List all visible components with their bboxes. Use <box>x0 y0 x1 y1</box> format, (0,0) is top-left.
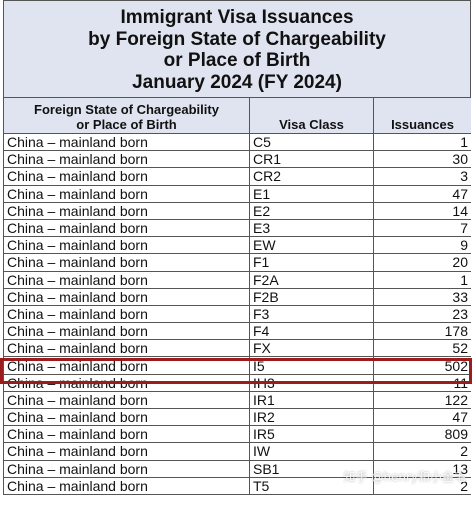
cell-issuances: 502 <box>373 356 471 375</box>
cell-visa-class: F2A <box>249 270 374 289</box>
cell-issuances: 33 <box>373 287 471 306</box>
cell-state: China – mainland born <box>3 218 250 238</box>
cell-visa-class: CR1 <box>249 150 374 169</box>
cell-visa-class: FX <box>249 339 374 358</box>
cell-issuances: 2 <box>373 476 471 495</box>
cell-issuances: 20 <box>373 253 471 272</box>
cell-issuances: 2 <box>373 442 471 461</box>
cell-state: China – mainland born <box>3 167 250 186</box>
cell-state: China – mainland born <box>3 304 250 324</box>
cell-issuances: 30 <box>373 150 471 169</box>
header-visa-class: Visa Class <box>249 97 374 134</box>
cell-state: China – mainland born <box>3 322 250 341</box>
cell-visa-class: C5 <box>249 132 374 152</box>
title-line-2: by Foreign State of Chargeability <box>88 28 386 50</box>
cell-issuances: 52 <box>373 339 471 358</box>
cell-visa-class: IW <box>249 442 374 461</box>
table-row: China – mainland born E2 14 <box>3 201 471 220</box>
cell-state: China – mainland born <box>3 407 250 427</box>
cell-visa-class: T5 <box>249 476 374 495</box>
header-state-line-1: Foreign State of Chargeability <box>34 102 219 117</box>
table-row: China – mainland born CR1 30 <box>3 150 471 169</box>
cell-visa-class: E2 <box>249 201 374 220</box>
cell-state: China – mainland born <box>3 373 250 392</box>
cell-issuances: 1 <box>373 270 471 289</box>
cell-visa-class: F3 <box>249 304 374 324</box>
cell-visa-class: IH3 <box>249 373 374 392</box>
table-row: China – mainland born F3 23 <box>3 304 471 324</box>
header-state: Foreign State of Chargeability or Place … <box>3 97 250 134</box>
cell-state: China – mainland born <box>3 356 250 375</box>
table-row: China – mainland born F2B 33 <box>3 287 471 306</box>
table-row: China – mainland born IW 2 <box>3 442 471 461</box>
cell-issuances: 14 <box>373 201 471 220</box>
table-row: China – mainland born E3 7 <box>3 218 471 238</box>
cell-visa-class: IR1 <box>249 390 374 410</box>
cell-state: China – mainland born <box>3 184 250 203</box>
table-row: China – mainland born IR2 47 <box>3 407 471 427</box>
report-title: Immigrant Visa Issuances by Foreign Stat… <box>3 0 471 97</box>
cell-visa-class: IR5 <box>249 425 374 444</box>
cell-issuances: 9 <box>373 236 471 255</box>
cell-visa-class: E1 <box>249 184 374 203</box>
table-row: China – mainland born I5 502 <box>3 356 471 375</box>
cell-visa-class: CR2 <box>249 167 374 186</box>
cell-state: China – mainland born <box>3 459 250 478</box>
table-row: China – mainland born C5 1 <box>3 132 471 152</box>
title-line-3: or Place of Birth <box>163 50 311 71</box>
cell-visa-class: I5 <box>249 356 374 375</box>
cell-state: China – mainland born <box>3 390 250 410</box>
cell-state: China – mainland born <box>3 201 250 220</box>
table-row: China – mainland born IH3 11 <box>3 373 471 392</box>
table-row: China – mainland born T5 2 <box>3 476 471 495</box>
cell-state: China – mainland born <box>3 150 250 169</box>
table-row: China – mainland born CR2 3 <box>3 167 471 186</box>
cell-state: China – mainland born <box>3 132 250 152</box>
header-issuances: Issuances <box>373 97 471 134</box>
cell-issuances: 47 <box>373 184 471 203</box>
table-row: China – mainland born EW 9 <box>3 236 471 255</box>
cell-issuances: 11 <box>373 373 471 392</box>
cell-issuances: 3 <box>373 167 471 186</box>
table-row: China – mainland born F2A 1 <box>3 270 471 289</box>
cell-state: China – mainland born <box>3 339 250 358</box>
cell-state: China – mainland born <box>3 442 250 461</box>
cell-issuances: 178 <box>373 322 471 341</box>
table-row: China – mainland born F4 178 <box>3 322 471 341</box>
cell-issuances: 23 <box>373 304 471 324</box>
cell-state: China – mainland born <box>3 236 250 255</box>
cell-visa-class: F1 <box>249 253 374 272</box>
table-header-row: Foreign State of Chargeability or Place … <box>3 97 471 134</box>
table-row: China – mainland born FX 52 <box>3 339 471 358</box>
table-row: China – mainland born IR1 122 <box>3 390 471 410</box>
cell-issuances: 809 <box>373 425 471 444</box>
watermark-text: 知乎 @henry和小金毛 <box>343 470 466 484</box>
cell-issuances: 1 <box>373 132 471 152</box>
cell-issuances: 47 <box>373 407 471 427</box>
issuance-table: Foreign State of Chargeability or Place … <box>3 97 471 495</box>
title-line-1: Immigrant Visa Issuances <box>120 7 354 28</box>
cell-issuances: 7 <box>373 218 471 238</box>
cell-issuances: 122 <box>373 390 471 410</box>
cell-state: China – mainland born <box>3 253 250 272</box>
cell-state: China – mainland born <box>3 425 250 444</box>
cell-state: China – mainland born <box>3 287 250 306</box>
cell-visa-class: F4 <box>249 322 374 341</box>
cell-state: China – mainland born <box>3 270 250 289</box>
table-row: China – mainland born F1 20 <box>3 253 471 272</box>
cell-visa-class: EW <box>249 236 374 255</box>
table-row: China – mainland born E1 47 <box>3 184 471 203</box>
visa-issuance-sheet: Immigrant Visa Issuances by Foreign Stat… <box>3 0 471 505</box>
header-state-line-2: or Place of Birth <box>76 117 177 132</box>
cell-state: China – mainland born <box>3 476 250 495</box>
title-line-4: January 2024 (FY 2024) <box>132 71 342 93</box>
cell-visa-class: E3 <box>249 218 374 238</box>
table-row: China – mainland born IR5 809 <box>3 425 471 444</box>
cell-visa-class: F2B <box>249 287 374 306</box>
cell-visa-class: IR2 <box>249 407 374 427</box>
